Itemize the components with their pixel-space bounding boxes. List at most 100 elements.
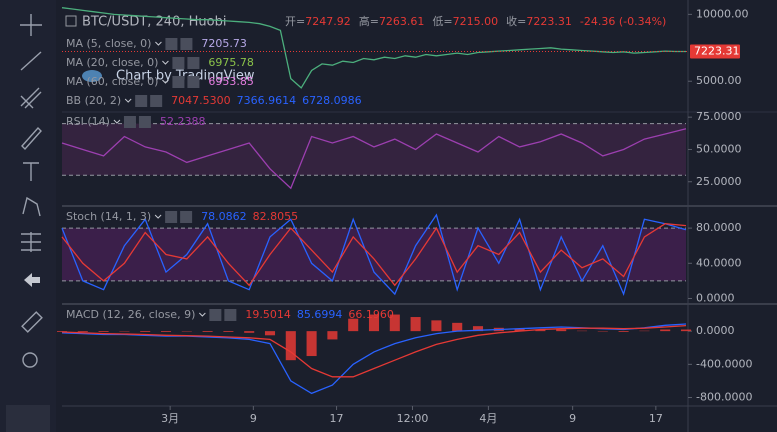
indicator-value: 52.2388 (160, 115, 206, 128)
ohlc-value: 7263.61 (379, 15, 425, 28)
ohlc-label: 高= (359, 14, 379, 28)
indicator-value: 82.8055 (253, 210, 299, 223)
settings-icon (123, 116, 136, 128)
y-tick-label: 0.0000 (696, 324, 735, 337)
indicator-name: MACD (12, 26, close, 9) (66, 308, 195, 321)
indicator-values: 19.5014 85.6994 66.1960 (245, 308, 394, 321)
watermark: Chart by TradingView (82, 69, 255, 84)
pattern-tool[interactable] (22, 196, 41, 217)
y-tick-label: -800.0000 (696, 391, 752, 404)
ohlc-label: 低= (432, 15, 452, 28)
toolbar (0, 0, 56, 432)
histogram-bar (680, 329, 692, 332)
histogram-bar (244, 331, 255, 333)
zoom-tool[interactable] (22, 352, 38, 368)
magnet-tool[interactable] (6, 405, 50, 432)
x-tick-label: 4月 (479, 412, 497, 425)
indicator-name: MA (5, close, 0) (66, 37, 151, 50)
histogram-bar (472, 326, 484, 332)
indicator-value: 6728.0986 (302, 94, 362, 107)
back-tool[interactable] (24, 273, 40, 287)
close-icon (138, 116, 151, 128)
histogram-bar (306, 331, 317, 357)
brush-tool[interactable] (21, 126, 42, 151)
indicator-name: Stoch (14, 1, 3) (66, 210, 151, 223)
histogram-bar (368, 314, 380, 332)
watermark-icon (82, 70, 102, 82)
settings-icon (172, 57, 185, 69)
histogram-bar (348, 318, 359, 332)
watermark-text: Chart by TradingView (116, 69, 255, 84)
histogram-bar (202, 331, 213, 332)
y-tick-label: 80.0000 (696, 221, 742, 234)
histogram-bar (56, 331, 68, 332)
change: -24.36 (-0.34%) (580, 15, 666, 28)
histogram-bar (452, 322, 463, 332)
settings-icon (209, 309, 222, 321)
last-price-tag (690, 44, 740, 59)
histogram-bar (160, 331, 172, 332)
ohlc-value: 7247.92 (305, 15, 351, 28)
x-tick-label: 17 (330, 412, 344, 425)
indicator-value: 66.1960 (348, 308, 394, 321)
y-tick-label: 40.0000 (696, 256, 742, 269)
x-tick-label: 9 (250, 412, 257, 425)
y-tick-label: 25.0000 (696, 175, 742, 188)
indicator-name: MA (20, close, 0) (66, 56, 158, 69)
histogram-bar (431, 320, 442, 332)
indicator-value: 78.0862 (201, 210, 247, 223)
close-icon (187, 57, 200, 69)
dropdown-arrow (199, 312, 206, 317)
close-icon (180, 211, 193, 223)
text-tool[interactable] (23, 162, 39, 181)
histogram-bar (264, 331, 276, 336)
toolbar-icons[interactable] (6, 14, 50, 432)
x-tick-label: 17 (649, 412, 663, 425)
indicator-value: 19.5014 (245, 308, 291, 321)
histogram-bar (535, 329, 546, 332)
ruler-tool[interactable] (21, 311, 43, 333)
histogram-bar (285, 331, 296, 361)
indicator-value: 7366.9614 (237, 94, 297, 107)
indicator-name: BB (20, 2) (66, 94, 121, 107)
settings-icon (172, 76, 185, 88)
histogram-bar (98, 331, 109, 332)
indicator-values: 6953.85 (208, 75, 254, 88)
dropdown-arrow (162, 60, 169, 65)
indicator-value: 85.6994 (297, 308, 343, 321)
y-tick-label: -400.0000 (696, 357, 752, 370)
indicator-values: 52.2388 (160, 115, 206, 128)
indicator-name: MA (60, close, 0) (66, 75, 158, 88)
indicator-values: 6975.78 (208, 56, 254, 69)
series-line (61, 128, 687, 190)
y-tick-label: 0.0000 (696, 291, 735, 304)
indicator-value: 6953.85 (208, 75, 254, 88)
histogram-bar (618, 331, 629, 332)
level-band (62, 123, 686, 176)
dropdown-arrow (124, 98, 132, 103)
dropdown-arrow (162, 79, 169, 84)
indicator-value: 6975.78 (208, 56, 254, 69)
trend-line-tool[interactable] (20, 51, 42, 71)
ohlc-label: 收= (506, 14, 526, 28)
dropdown-arrow (113, 119, 121, 124)
ohlc-value: 7215.00 (453, 15, 499, 28)
settings-icon (165, 38, 178, 50)
crosshair-tool[interactable] (20, 14, 42, 36)
y-tick-label: 10000.00 (696, 7, 749, 20)
fib-tool[interactable] (20, 87, 42, 109)
dropdown-arrow (155, 41, 162, 46)
x-tick-label: 3月 (161, 412, 179, 425)
histogram-bar (223, 331, 234, 332)
close-icon (187, 76, 200, 88)
histogram-bar (389, 314, 400, 332)
y-tick-label: 5000.00 (696, 74, 742, 87)
series-line (61, 223, 687, 287)
symbol-title[interactable]: BTC/USDT, 240, Huobi (82, 15, 226, 30)
prediction-tool[interactable] (21, 232, 41, 252)
ohlc-label: 开= (285, 15, 305, 28)
close-icon (224, 309, 237, 321)
x-tick-label: 9 (569, 412, 576, 425)
